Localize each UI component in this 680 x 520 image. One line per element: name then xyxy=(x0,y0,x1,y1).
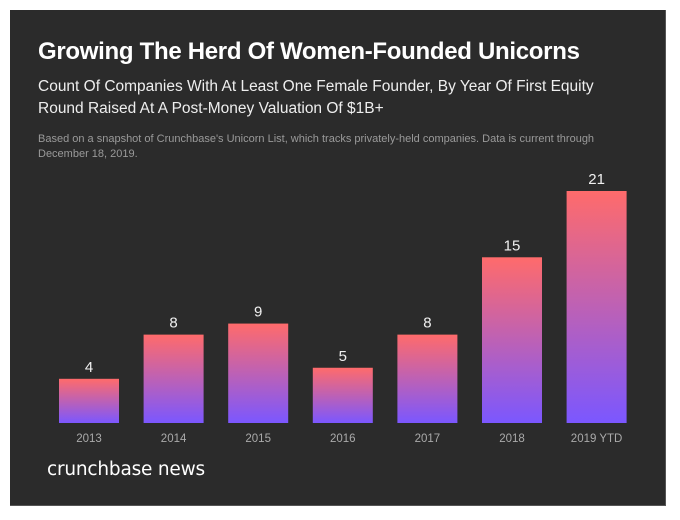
x-tick-label: 2013 xyxy=(76,433,102,445)
bar-2016 xyxy=(312,367,373,423)
bar-2017 xyxy=(397,334,458,423)
data-label: 15 xyxy=(504,237,521,254)
bar-2013 xyxy=(59,378,119,423)
data-label: 4 xyxy=(85,359,93,376)
chart-note: Based on a snapshot of Crunchbase's Unic… xyxy=(38,133,595,160)
x-tick-label: 2016 xyxy=(330,433,356,445)
crunchbase-news-logo: crunchbase news xyxy=(47,459,205,480)
chart-subtitle: Count Of Companies With At Least One Fem… xyxy=(38,78,594,117)
chart-card xyxy=(10,10,666,506)
bar-2015 xyxy=(228,323,289,423)
data-label: 8 xyxy=(169,315,177,332)
x-tick-label: 2019 YTD xyxy=(571,433,623,445)
chart-title: Growing The Herd Of Women-Founded Unicor… xyxy=(38,38,580,65)
data-label: 9 xyxy=(254,304,262,321)
bar-2014 xyxy=(143,334,204,423)
x-tick-label: 2014 xyxy=(161,433,187,445)
data-label: 21 xyxy=(588,171,605,188)
x-tick-label: 2018 xyxy=(499,433,525,445)
x-tick-label: 2017 xyxy=(415,433,441,445)
data-label: 5 xyxy=(339,348,347,365)
data-label: 8 xyxy=(423,315,431,332)
bar-2019-ytd xyxy=(566,191,627,423)
bar-2018 xyxy=(482,257,542,423)
x-tick-label: 2015 xyxy=(245,433,271,445)
bars-group: 4 2013 8 2014 9 2015 5 2016 8 2017 15 2018 21 2019 YT… xyxy=(59,171,627,445)
